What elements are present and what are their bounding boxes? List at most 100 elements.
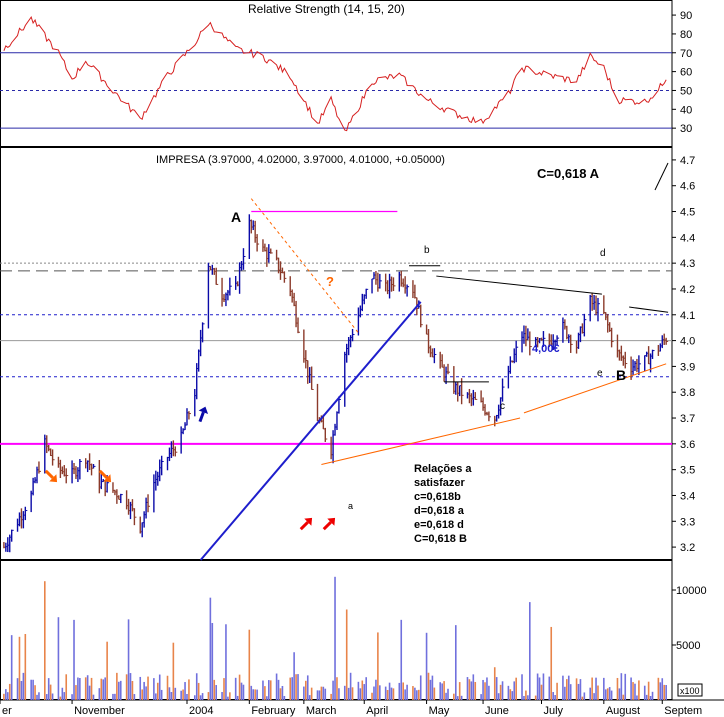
price-tick-label: 3.3 (680, 516, 695, 528)
volume-bar (199, 695, 202, 700)
volume-bar (318, 690, 321, 700)
resistance-line (436, 275, 602, 295)
volume-bar (240, 682, 243, 700)
volume-tick-label: 10000 (676, 585, 707, 597)
volume-bar (277, 679, 280, 700)
volume-bar (402, 682, 404, 700)
volume-bar (663, 684, 666, 700)
volume-bar (630, 677, 632, 700)
label-question: ? (326, 274, 334, 289)
volume-bar (279, 688, 282, 700)
volume-bar (225, 624, 227, 700)
volume-bar (248, 629, 251, 700)
volume-bar (575, 678, 578, 700)
rsi-series-line (3, 15, 667, 132)
volume-bar (542, 673, 545, 700)
volume-bar (453, 693, 455, 700)
rsi-levels (0, 52, 672, 129)
volume-bar (119, 680, 122, 700)
volume-bar (133, 694, 136, 700)
volume-bar (3, 693, 5, 700)
volume-bar (289, 677, 292, 700)
volume-bar (458, 682, 461, 700)
volume-bar (201, 693, 204, 700)
volume-bar (443, 681, 445, 700)
volume-bar (266, 696, 268, 700)
volume-bar (63, 692, 66, 700)
volume-bar (647, 681, 650, 700)
relations-notes: Relações a satisfazer c=0,618b d=0,618 a… (414, 462, 471, 546)
x-tick-label: June (485, 705, 509, 717)
volume-bar (38, 692, 40, 700)
volume-bar (156, 682, 159, 700)
note-line: C=0,618 B (414, 533, 467, 545)
price-tick-label: 4.0 (680, 336, 695, 348)
volume-bar (213, 679, 216, 700)
price-tick-label: 4.5 (680, 207, 695, 219)
volume-bar (649, 696, 652, 700)
volume-bar (10, 635, 13, 700)
volume-bar (439, 682, 442, 700)
volume-bar (616, 677, 619, 700)
rsi-tick-label: 60 (680, 67, 692, 79)
volume-bar (536, 673, 539, 700)
volume-bar (638, 680, 640, 700)
volume-bar (158, 674, 161, 700)
price-tick-label: 3.8 (680, 387, 695, 399)
volume-bar (182, 689, 184, 700)
volume-bar (114, 693, 116, 700)
volume-bar (495, 677, 498, 700)
volume-bars (3, 576, 667, 700)
volume-bar (388, 682, 391, 700)
price-title: IMPRESA (3.97000, 4.02000, 3.97000, 4.01… (156, 154, 445, 166)
volume-bar (84, 677, 87, 700)
volume-bar (73, 619, 75, 700)
volume-bar (127, 619, 130, 700)
price-tick-label: 4.6 (680, 181, 695, 193)
volume-bar (425, 632, 428, 700)
volume-bar (665, 685, 667, 700)
red-arrow (299, 517, 313, 531)
price-tick-label: 3.6 (680, 439, 695, 451)
volume-bar (359, 688, 362, 700)
volume-bar (6, 692, 9, 700)
volume-bar (595, 677, 597, 700)
price-tick-label: 3.5 (680, 465, 695, 477)
volume-bar (636, 695, 638, 700)
volume-bar (106, 641, 108, 700)
volume-bar (236, 695, 239, 700)
volume-bar (564, 686, 566, 700)
volume-bar (98, 688, 101, 700)
volume-bar (433, 687, 436, 700)
volume-bar (16, 678, 19, 700)
note-line: d=0,618 a (414, 505, 464, 517)
volume-bar (497, 693, 500, 700)
volume-bar (608, 687, 611, 700)
volume-bar (295, 674, 297, 700)
volume-bar (416, 690, 418, 700)
rsi-tick-label: 40 (680, 104, 692, 116)
volume-bar (606, 688, 609, 700)
volume-bar (250, 685, 253, 700)
volume-bar (20, 680, 23, 700)
volume-bar (193, 695, 196, 700)
volume-bar (351, 687, 354, 700)
volume-bar (456, 696, 459, 700)
volume-bar (349, 672, 352, 700)
volume-bar (160, 689, 163, 700)
volume-bar (188, 679, 190, 700)
rising-trendline (523, 363, 667, 414)
volume-bar (92, 694, 95, 700)
volume-bar (47, 678, 50, 700)
volume-bar (474, 681, 477, 700)
rsi-tick-label: 90 (680, 10, 692, 22)
volume-bar (529, 602, 531, 700)
volume-bar (88, 685, 91, 700)
volume-bar (316, 690, 319, 700)
volume-bar (392, 688, 395, 700)
volume-bar (147, 676, 149, 700)
volume-bar (143, 681, 145, 700)
volume-bar (406, 684, 408, 700)
volume-bar (141, 689, 143, 700)
volume-bar (77, 677, 79, 700)
